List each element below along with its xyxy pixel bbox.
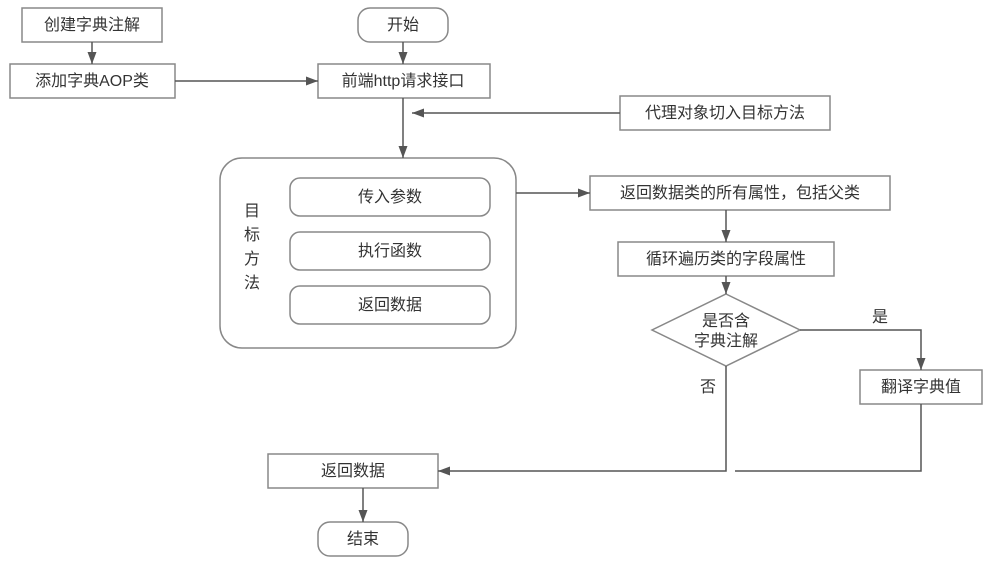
target-group-label-2: 标 xyxy=(244,226,260,244)
target-group-label-1: 目 xyxy=(244,203,260,220)
exec-fn-label: 执行函数 xyxy=(358,242,422,260)
diamond-label-2: 字典注解 xyxy=(694,332,758,350)
end-label: 结束 xyxy=(347,530,379,548)
translate-label: 翻译字典值 xyxy=(881,378,961,396)
target-group-label-3: 方 xyxy=(244,250,260,268)
ret-data-in-label: 返回数据 xyxy=(358,296,422,314)
diamond-label-1: 是否含 xyxy=(702,312,750,330)
start-label: 开始 xyxy=(387,16,419,34)
proxy-cut-label: 代理对象切入目标方法 xyxy=(645,104,805,122)
add-aop-label: 添加字典AOP类 xyxy=(35,72,149,90)
edge-yes xyxy=(800,330,921,370)
create-anno-label: 创建字典注解 xyxy=(44,16,140,34)
http-req-label: 前端http请求接口 xyxy=(342,72,465,90)
ret-data-label: 返回数据 xyxy=(321,462,385,480)
param-in-label: 传入参数 xyxy=(358,188,422,206)
edge-no xyxy=(438,366,726,471)
target-group-label-4: 法 xyxy=(244,274,260,292)
edge-translate-merge xyxy=(735,404,921,471)
edge-yes-label: 是 xyxy=(872,309,888,326)
all-attrs-label: 返回数据类的所有属性，包括父类 xyxy=(620,184,860,202)
edge-no-label: 否 xyxy=(700,379,716,396)
loop-fields-label: 循环遍历类的字段属性 xyxy=(646,250,806,268)
